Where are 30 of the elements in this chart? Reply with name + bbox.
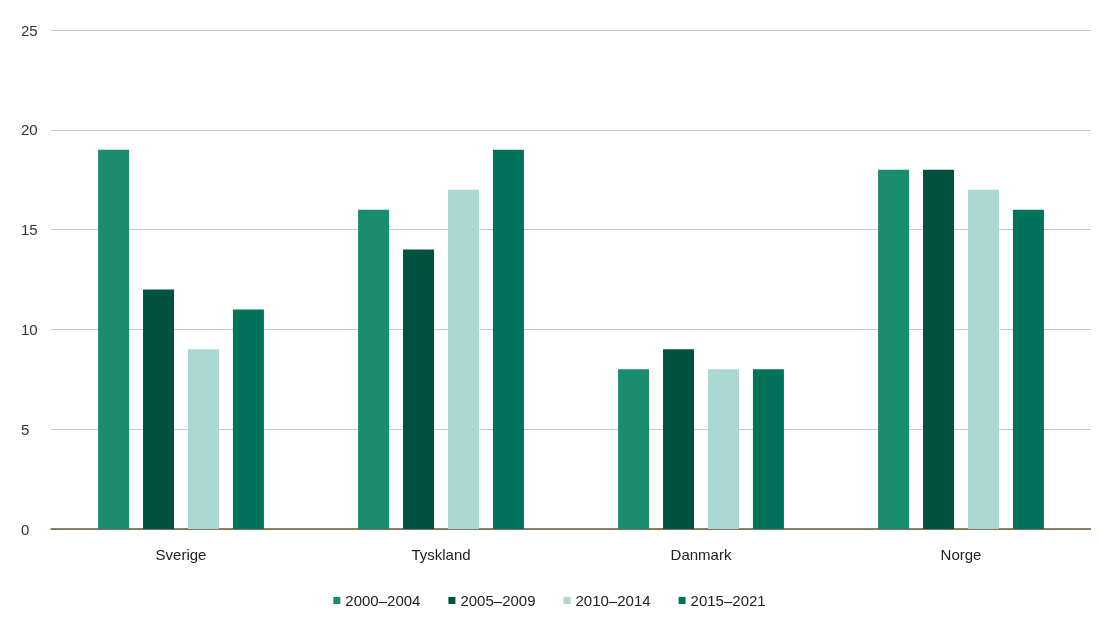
y-tick-label: 5 bbox=[21, 420, 30, 438]
bar bbox=[707, 369, 739, 529]
bar bbox=[143, 289, 175, 529]
x-tick-label: Tyskland bbox=[411, 546, 471, 563]
y-tick-label: 15 bbox=[21, 221, 38, 239]
y-tick-label: 25 bbox=[21, 21, 38, 39]
bar bbox=[232, 309, 264, 529]
bar bbox=[923, 169, 955, 529]
legend-label: 2005–2009 bbox=[460, 592, 536, 609]
legend-label: 2000–2004 bbox=[345, 592, 421, 609]
bar bbox=[98, 149, 130, 529]
y-tick-label: 0 bbox=[21, 520, 30, 538]
bar bbox=[878, 169, 910, 529]
bar bbox=[492, 149, 524, 529]
x-tick-label: Danmark bbox=[670, 546, 732, 563]
x-tick-label: Sverige bbox=[155, 546, 207, 563]
bar bbox=[752, 369, 784, 529]
legend-label: 2015–2021 bbox=[690, 592, 766, 609]
bar bbox=[403, 249, 435, 529]
bar bbox=[663, 349, 695, 529]
bar bbox=[187, 349, 219, 529]
x-tick-label: Norge bbox=[940, 546, 982, 563]
y-tick-label: 20 bbox=[21, 121, 38, 139]
legend-label: 2010–2014 bbox=[575, 592, 651, 609]
bar bbox=[447, 189, 479, 529]
bar bbox=[358, 209, 390, 529]
y-tick-label: 10 bbox=[21, 320, 38, 338]
bar bbox=[1012, 209, 1044, 529]
bar bbox=[618, 369, 650, 529]
bar bbox=[967, 189, 999, 529]
